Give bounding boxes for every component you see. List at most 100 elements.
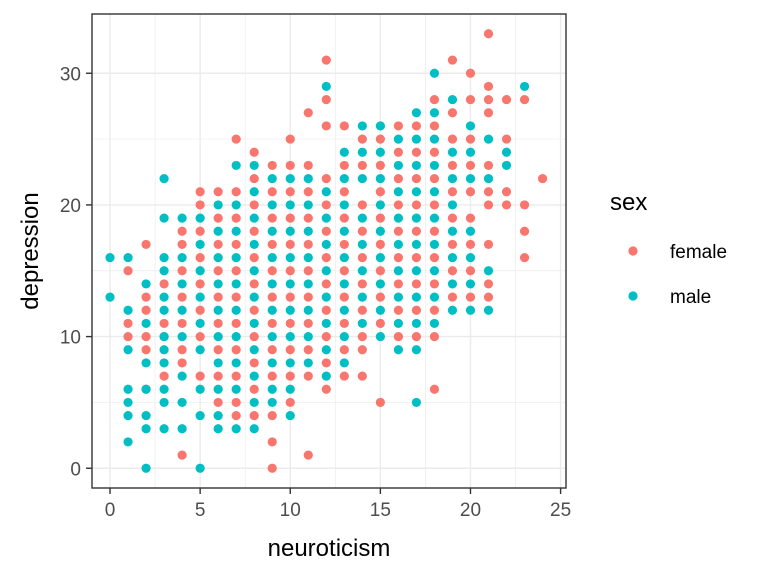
point-male: [375, 252, 385, 263]
point-male: [267, 331, 277, 342]
point-female: [501, 134, 512, 144]
point-female: [411, 147, 422, 157]
point-female: [195, 200, 205, 210]
point-male: [339, 358, 349, 368]
plot-panel-border: [91, 13, 567, 489]
point-male: [141, 279, 151, 289]
point-male: [429, 239, 440, 250]
point-female: [339, 239, 349, 250]
point-male: [159, 252, 169, 263]
point-female: [231, 266, 241, 276]
point-female: [483, 187, 494, 197]
point-female: [393, 226, 403, 236]
point-female: [321, 200, 331, 210]
point-female: [195, 226, 205, 236]
point-female: [321, 226, 331, 236]
point-male: [123, 345, 133, 355]
point-male: [267, 226, 277, 236]
point-female: [393, 173, 403, 184]
point-female: [483, 279, 494, 289]
point-male: [267, 173, 277, 184]
point-female: [285, 134, 295, 144]
legend-key-female: [628, 246, 638, 256]
point-male: [195, 345, 205, 355]
point-female: [177, 239, 187, 250]
x-tick-label: 15: [370, 500, 391, 521]
point-male: [177, 331, 187, 342]
point-female: [285, 187, 295, 197]
point-male: [375, 147, 385, 157]
point-male: [321, 187, 331, 197]
point-male: [177, 252, 187, 263]
point-female: [231, 371, 241, 381]
point-male: [159, 266, 169, 276]
point-male: [429, 134, 440, 144]
point-female: [231, 410, 241, 421]
point-female: [177, 450, 187, 460]
point-female: [429, 331, 440, 342]
legend-label-male: male: [670, 287, 711, 308]
point-female: [123, 266, 133, 276]
point-female: [195, 305, 205, 315]
point-female: [141, 305, 151, 315]
y-axis-ticks: 0 10 20 30: [60, 64, 92, 480]
point-female: [483, 200, 494, 210]
point-female: [375, 239, 385, 250]
point-female: [357, 345, 367, 355]
point-female: [321, 279, 331, 289]
point-female: [213, 213, 223, 223]
point-female: [393, 252, 403, 263]
point-male: [321, 371, 331, 381]
x-axis-title: neuroticism: [268, 535, 391, 562]
point-female: [501, 94, 512, 105]
point-female: [303, 239, 313, 250]
point-female: [483, 239, 494, 250]
point-male: [285, 410, 295, 421]
point-male: [411, 108, 422, 118]
point-male: [213, 424, 223, 434]
point-male: [249, 371, 259, 381]
point-female: [465, 68, 476, 78]
point-female: [411, 121, 422, 131]
point-male: [249, 266, 259, 276]
point-male: [213, 305, 223, 315]
point-female: [267, 437, 277, 447]
point-female: [285, 266, 295, 276]
point-male: [123, 437, 133, 447]
point-male: [483, 266, 494, 276]
point-male: [195, 384, 205, 394]
point-male: [375, 226, 385, 236]
point-female: [303, 213, 313, 223]
point-female: [375, 213, 385, 223]
point-female: [303, 187, 313, 197]
point-female: [465, 94, 476, 105]
point-male: [393, 187, 403, 197]
point-male: [393, 134, 403, 144]
point-male: [249, 397, 259, 408]
point-female: [447, 160, 458, 171]
point-male: [321, 266, 331, 276]
point-male: [285, 252, 295, 263]
point-male: [411, 397, 422, 408]
point-male: [159, 397, 169, 408]
point-female: [357, 279, 367, 289]
point-male: [195, 213, 205, 223]
point-female: [447, 239, 458, 250]
point-female: [321, 384, 331, 394]
point-male: [177, 397, 187, 408]
point-female: [519, 226, 530, 236]
point-female: [249, 410, 259, 421]
point-male: [159, 345, 169, 355]
point-male: [231, 358, 241, 368]
point-male: [231, 279, 241, 289]
point-male: [339, 331, 349, 342]
point-female: [303, 266, 313, 276]
point-male: [303, 279, 313, 289]
point-male: [231, 200, 241, 210]
point-male: [483, 134, 494, 144]
point-female: [267, 213, 277, 223]
point-male: [249, 160, 259, 171]
point-male: [339, 279, 349, 289]
y-tick-label: 10: [60, 328, 81, 349]
point-female: [159, 279, 169, 289]
